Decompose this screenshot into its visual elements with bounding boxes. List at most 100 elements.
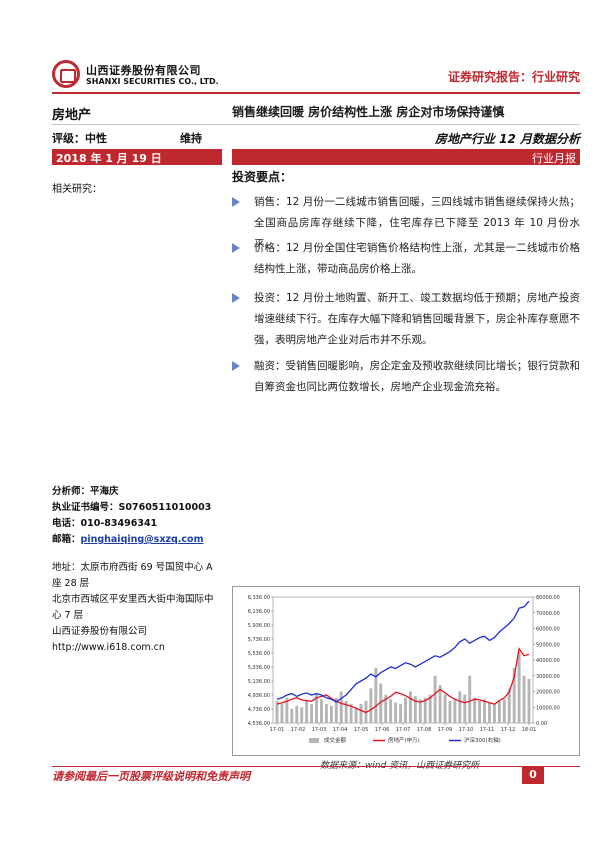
- x-tick-label: 17-10: [459, 727, 474, 733]
- website-link[interactable]: http://www.i618.com.cn: [52, 642, 165, 653]
- key-point-investment: 投资：12 月份土地购置、新开工、竣工数据均低于预期；房地产投资增速继续下行。在…: [232, 288, 580, 351]
- date-bar: [52, 149, 222, 165]
- analyst-email-link[interactable]: pinghaiqing@sxzq.com: [80, 534, 204, 545]
- volume-bar: [453, 699, 457, 723]
- right-tick-label: 60000.00: [536, 627, 560, 633]
- bullet-arrow-icon: [232, 361, 240, 371]
- left-tick-label: 6,336.00: [248, 595, 270, 601]
- key-points-title: 投资要点：: [232, 170, 293, 184]
- report-subheading: 房地产行业 12 月数据分析: [434, 132, 580, 146]
- x-tick-label: 17-12: [501, 727, 516, 733]
- disclaimer-notice[interactable]: 请参阅最后一页股票评级说明和免责声明: [52, 770, 250, 783]
- left-tick-label: 5,536.00: [248, 651, 270, 657]
- x-tick-label: 17-11: [480, 727, 495, 733]
- related-research-label: 相关研究：: [52, 184, 102, 195]
- volume-bar: [527, 678, 531, 723]
- address-info: 地址：太原市府西街 69 号国贸中心 A 座 28 层 北京市西城区平安里西大街…: [52, 560, 222, 656]
- report-category-bar: [232, 149, 580, 165]
- analyst-name: 平海庆: [90, 486, 119, 497]
- volume-bar: [507, 688, 511, 723]
- volume-bar: [374, 667, 378, 723]
- analyst-name-row: 分析师：平海庆: [52, 484, 222, 500]
- rating-action: 维持: [180, 132, 202, 145]
- rating-label: 评级：中性: [52, 132, 107, 145]
- volume-bar: [295, 705, 299, 723]
- volume-bar: [300, 707, 304, 723]
- left-tick-label: 6,136.00: [248, 609, 270, 615]
- left-tick-label: 4,736.00: [248, 707, 270, 713]
- x-tick-label: 17-07: [396, 727, 411, 733]
- key-point-text: 价格：12 月份全国住宅销售价格结构性上涨，尤其是一二线城市价格结构性上涨，带动…: [254, 242, 580, 275]
- key-point-text: 投资：12 月份土地购置、新开工、竣工数据均低于预期；房地产投资增速继续下行。在…: [254, 292, 580, 346]
- volume-bar: [349, 704, 353, 723]
- volume-bar: [359, 704, 363, 723]
- volume-bar: [344, 700, 348, 723]
- volume-bar: [428, 694, 432, 723]
- key-point-price: 价格：12 月份全国住宅销售价格结构性上涨，尤其是一二线城市价格结构性上涨，带动…: [232, 238, 580, 280]
- analyst-name-label: 分析师：: [52, 486, 91, 497]
- key-point-text: 融资：受销售回暖影响，房企定金及预收款继续同比增长；银行贷款和自筹资金也同比两位…: [254, 360, 580, 393]
- x-tick-label: 17-09: [438, 727, 453, 733]
- chart-svg: 4,536.00 4,736.00 4,936.00 5,136.00 5,336.00…: [248, 595, 560, 744]
- header-divider: [52, 92, 580, 94]
- x-tick-label: 17-05: [354, 727, 369, 733]
- bullet-arrow-icon: [232, 243, 240, 253]
- legend-label: 成交金额: [324, 736, 347, 744]
- volume-bar: [324, 704, 328, 723]
- company-name-cn: 山西证券股份有限公司: [86, 64, 201, 77]
- volume-bar: [320, 699, 323, 723]
- volume-bar: [354, 707, 358, 723]
- legend-swatch: [309, 738, 319, 743]
- volume-bar: [468, 675, 472, 723]
- volume-bar: [423, 697, 427, 723]
- volume-bar: [522, 675, 526, 723]
- volume-bar: [517, 652, 521, 723]
- analyst-email-row: 邮箱：pinghaiqing@sxzq.com: [52, 532, 222, 548]
- volume-bar: [399, 704, 402, 723]
- key-point-sales: 销售：12 月份一二线城市销售回暖，三四线城市销售继续保持火热；全国商品房库存继…: [232, 192, 580, 255]
- volume-bar: [394, 702, 398, 723]
- volume-bar: [512, 667, 516, 723]
- left-tick-label: 4,936.00: [248, 693, 270, 699]
- analyst-phone-row: 电话：010-83496341: [52, 516, 222, 532]
- analyst-info: 分析师：平海庆 执业证书编号：S0760511010003 电话：010-834…: [52, 484, 222, 548]
- volume-bar: [458, 691, 462, 723]
- right-tick-label: 20000.00: [536, 690, 560, 696]
- left-tick-label: 5,336.00: [248, 665, 270, 671]
- volume-bar: [310, 704, 314, 723]
- volume-bar: [384, 694, 388, 723]
- logo-emblem-icon: [52, 60, 80, 88]
- page-number: 0: [522, 766, 544, 784]
- volume-bar: [275, 700, 279, 723]
- volume-bar: [418, 699, 422, 723]
- volume-bar: [389, 699, 393, 723]
- right-tick-label: 40000.00: [536, 658, 560, 664]
- volume-bar: [433, 675, 437, 723]
- footer-divider: [52, 766, 580, 767]
- right-tick-label: 30000.00: [536, 674, 560, 680]
- volume-bar: [463, 694, 467, 723]
- left-tick-label: 4,536.00: [248, 721, 270, 727]
- report-headline: 销售继续回暖 房价结构性上涨 房企对市场保持谨慎: [232, 105, 505, 119]
- x-tick-label: 18-01: [522, 727, 537, 733]
- volume-bar: [285, 697, 289, 723]
- report-date: 2018 年 1 月 19 日: [56, 152, 162, 165]
- volume-bar: [443, 694, 447, 723]
- volume-bar: [483, 699, 486, 723]
- volume-bar: [290, 708, 294, 723]
- volume-bar: [334, 697, 338, 723]
- volume-bar: [502, 699, 506, 723]
- x-tick-label: 17-03: [312, 727, 327, 733]
- key-point-financing: 融资：受销售回暖影响，房企定金及预收款继续同比增长；银行贷款和自筹资金也同比两位…: [232, 356, 580, 398]
- analyst-cert-label: 执业证书编号：: [52, 502, 119, 513]
- bullet-arrow-icon: [232, 197, 240, 207]
- volume-bar: [329, 705, 333, 723]
- x-tick-label: 17-02: [291, 727, 306, 733]
- analyst-email-label: 邮箱：: [52, 534, 81, 545]
- volume-bar: [408, 691, 412, 723]
- volume-bar: [379, 683, 383, 723]
- volume-bar: [413, 696, 417, 723]
- key-point-text: 销售：12 月份一二线城市销售回暖，三四线城市销售继续保持火热；全国商品房库存继…: [254, 196, 580, 250]
- volume-bar: [438, 685, 442, 723]
- left-tick-label: 5,936.00: [248, 623, 270, 629]
